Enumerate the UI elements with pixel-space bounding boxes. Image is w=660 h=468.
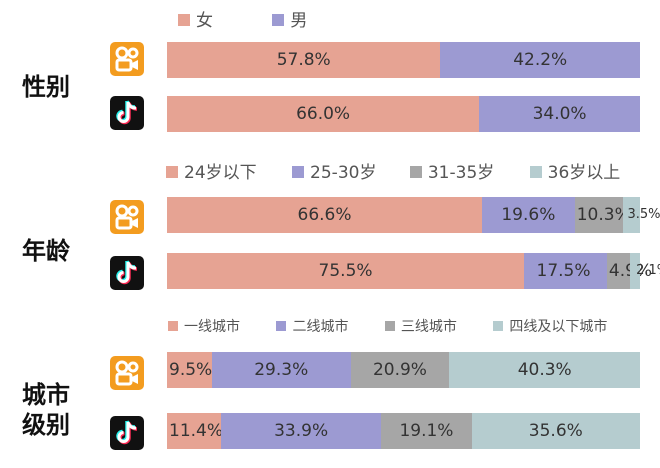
legend-swatch <box>166 165 178 178</box>
legend-item: 25-30岁 <box>292 158 376 183</box>
bar-segment <box>630 253 640 289</box>
legend-label: 31-35岁 <box>427 163 495 183</box>
data-label: 10.3% <box>576 205 631 225</box>
bar-segment <box>167 253 525 289</box>
data-label: 9.5% <box>169 360 213 380</box>
bar-segment <box>574 197 624 233</box>
group-label-age: 年龄 <box>22 237 70 265</box>
data-label: 19.1% <box>399 421 454 441</box>
bar-row: 9.5% 29.3% 20.9% 40.3% <box>167 352 640 388</box>
bar-segment <box>471 413 640 449</box>
legend-label: 男 <box>290 11 308 31</box>
bar-segment <box>606 253 631 289</box>
legend-label: 女 <box>196 11 213 31</box>
legend-item: 36岁以上 <box>529 158 621 183</box>
legend-item: 24岁以下 <box>166 158 257 183</box>
group-label-gender: 性别 <box>22 73 70 101</box>
data-label: 66.0% <box>296 104 351 124</box>
bar-segment <box>350 352 450 388</box>
data-label: 35.6% <box>528 421 583 441</box>
legend-item: 一线城市 <box>168 316 240 336</box>
bar-segment <box>167 42 441 78</box>
data-label: 34.0% <box>532 104 587 124</box>
legend-swatch <box>178 13 190 26</box>
bar-segment <box>479 96 640 132</box>
legend-swatch <box>384 320 395 331</box>
bar-segment <box>167 413 221 449</box>
data-label: 3.5% <box>627 207 660 222</box>
bar-segment <box>167 96 480 132</box>
kuaishou-icon <box>110 356 144 390</box>
legend-item: 男 <box>272 6 307 31</box>
data-label: 42.2% <box>513 50 568 70</box>
data-label: 33.9% <box>274 421 329 441</box>
data-label: 29.3% <box>254 360 309 380</box>
bar-row: 11.4% 33.9% 19.1% 35.6% <box>167 413 640 449</box>
legend-label: 三线城市 <box>400 319 457 335</box>
bar-segment <box>167 352 212 388</box>
bar-row: 75.5%17.5%4.9%2.1% <box>167 253 660 289</box>
legend-swatch <box>529 165 542 178</box>
group-label-city-tier: 城市级别 <box>22 381 70 439</box>
bar-segment <box>524 253 607 289</box>
bar-segment <box>220 413 382 449</box>
legend-label: 24岁以下 <box>184 163 257 183</box>
legend-item: 二线城市 <box>276 316 348 336</box>
bar-segment <box>211 352 351 388</box>
legend-city-tier: 一线城市 二线城市 三线城市 四线及以下城市 <box>168 316 607 336</box>
bar-segment <box>449 352 640 388</box>
legend-label: 二线城市 <box>292 319 349 335</box>
data-label: 17.5% <box>536 261 591 281</box>
bar-segment <box>440 42 640 78</box>
legend-item: 31-35岁 <box>409 158 495 183</box>
douyin-icon <box>110 96 144 130</box>
legend-swatch <box>168 320 178 331</box>
bar-segment <box>623 197 640 233</box>
bar-segment <box>482 197 575 233</box>
legend-label: 四线及以下城市 <box>509 319 608 335</box>
kuaishou-icon <box>110 42 144 76</box>
data-label: 20.9% <box>372 360 427 380</box>
kuaishou-icon <box>110 200 144 234</box>
legend-swatch <box>276 320 287 331</box>
data-label: 11.4% <box>169 421 224 441</box>
douyin-icon <box>110 256 144 290</box>
legend-swatch <box>493 320 504 331</box>
bar-segment <box>381 413 472 449</box>
data-label: 75.5% <box>318 261 373 281</box>
legend-item: 四线及以下城市 <box>493 316 607 336</box>
legend-swatch <box>292 165 305 178</box>
bar-segment <box>167 197 483 233</box>
legend-label: 25-30岁 <box>310 163 377 183</box>
data-label: 66.6% <box>297 205 352 225</box>
bar-row: 57.8% 42.2% <box>167 42 640 78</box>
legend-gender: 女 男 <box>178 6 307 31</box>
data-label: 40.3% <box>517 360 572 380</box>
douyin-icon <box>110 416 144 450</box>
legend-swatch <box>409 165 422 178</box>
legend-item: 三线城市 <box>384 316 457 336</box>
data-label: 57.8% <box>276 50 331 70</box>
legend-age: 24岁以下 25-30岁 31-35岁 36岁以上 <box>166 158 620 183</box>
legend-label: 36岁以上 <box>547 163 621 183</box>
bar-row: 66.6% 19.6% 10.3% 3.5% <box>167 197 660 233</box>
bar-row: 66.0% 34.0% <box>167 96 640 132</box>
legend-item: 女 <box>178 6 213 31</box>
legend-swatch <box>272 13 285 26</box>
data-label: 19.6% <box>501 205 556 225</box>
data-label: 2.1% <box>636 263 660 278</box>
legend-label: 一线城市 <box>184 319 240 335</box>
